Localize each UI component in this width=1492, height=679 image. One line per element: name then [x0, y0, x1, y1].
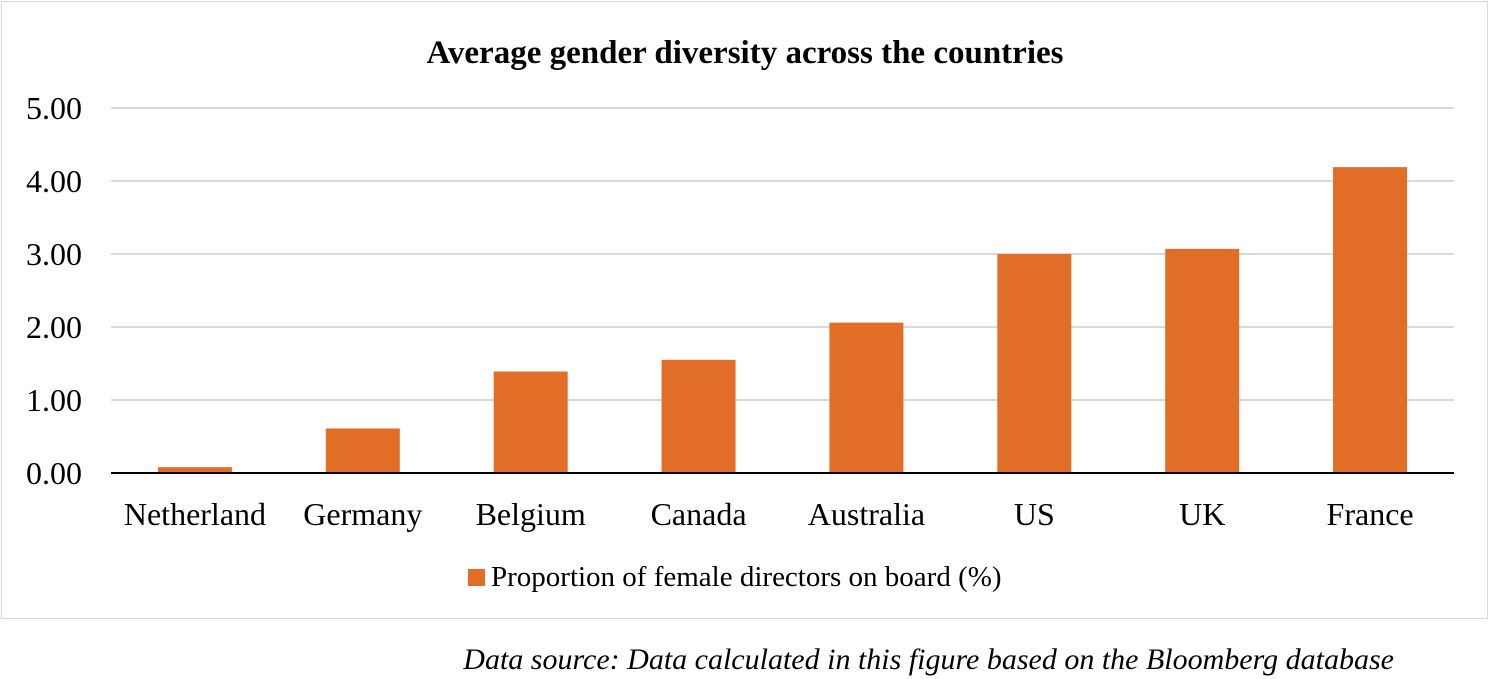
source-note: Data source: Data calculated in this fig…: [463, 643, 1394, 676]
y-tick-label: 2.00: [26, 309, 82, 345]
x-tick-label: Netherland: [124, 496, 266, 532]
legend-label: Proportion of female directors on board …: [491, 561, 1002, 593]
bar-france: [1333, 167, 1408, 473]
x-tick-label: US: [1014, 496, 1055, 532]
x-axis-tick-labels: Netherland Germany Belgium Canada Australia U…: [124, 496, 1414, 532]
x-tick-label: Canada: [651, 496, 747, 532]
y-tick-label: 0.00: [26, 455, 82, 491]
bar-chart: Average gender diversity across the coun…: [26, 35, 1454, 593]
legend: Proportion of female directors on board …: [468, 561, 1002, 593]
bar-germany: [325, 428, 400, 473]
y-axis-tick-labels: 0.00 1.00 2.00 3.00 4.00 5.00: [26, 90, 82, 491]
gridlines: [111, 107, 1454, 401]
legend-swatch: [468, 569, 485, 586]
y-tick-label: 1.00: [26, 382, 82, 418]
x-tick-label: Belgium: [476, 496, 586, 532]
x-tick-label: Australia: [808, 496, 925, 532]
bar-netherland: [157, 467, 232, 473]
y-tick-label: 5.00: [26, 90, 82, 126]
chart-frame: Average gender diversity across the coun…: [1, 1, 1488, 619]
x-tick-label: Germany: [303, 496, 422, 532]
y-tick-label: 3.00: [26, 236, 82, 272]
bar-australia: [829, 322, 904, 473]
bar-us: [997, 254, 1072, 473]
bar-belgium: [493, 371, 568, 473]
y-tick-label: 4.00: [26, 163, 82, 199]
bar-canada: [661, 359, 736, 473]
chart-title: Average gender diversity across the coun…: [427, 35, 1064, 71]
x-tick-label: France: [1327, 496, 1414, 532]
bars: [157, 167, 1408, 473]
x-tick-label: UK: [1179, 496, 1225, 532]
bar-uk: [1165, 248, 1240, 473]
